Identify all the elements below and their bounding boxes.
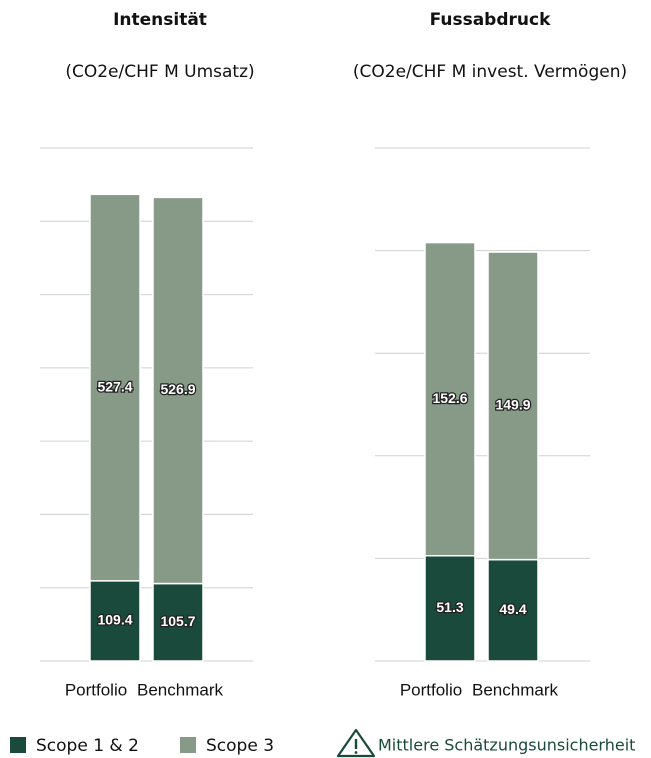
data-label: 105.7 xyxy=(160,613,195,629)
warning-icon xyxy=(336,728,376,758)
bar-segment xyxy=(89,193,141,582)
data-label: 109.4 xyxy=(97,612,132,628)
data-label: 527.4 xyxy=(97,378,132,394)
chart-subtitle: (CO2e/CHF M Umsatz) xyxy=(65,62,254,82)
chart-title: Fussabdruck xyxy=(430,10,551,30)
data-label: 49.4 xyxy=(499,601,526,617)
chart-title: Intensität xyxy=(113,10,207,30)
data-label: 149.9 xyxy=(495,397,530,413)
data-label: 526.9 xyxy=(160,381,195,397)
bar-segment xyxy=(424,554,476,662)
chart-subtitle: (CO2e/CHF M invest. Vermögen) xyxy=(353,62,627,82)
x-tick-label: Portfolio xyxy=(65,680,127,699)
bar-segment xyxy=(487,251,539,561)
bar-segment xyxy=(424,241,476,557)
legend-label: Scope 1 & 2 xyxy=(36,736,139,756)
data-label: 152.6 xyxy=(432,390,467,406)
legend-swatch xyxy=(180,737,196,753)
data-label: 51.3 xyxy=(436,599,463,615)
footnote: Mittlere Schätzungsunsicherheit xyxy=(378,736,635,755)
legend-swatch xyxy=(10,737,26,753)
legend-label: Scope 3 xyxy=(206,736,274,756)
x-tick-label: Portfolio xyxy=(400,680,462,699)
bar-segment xyxy=(152,196,204,585)
x-tick-label: Benchmark xyxy=(137,680,223,699)
x-tick-label: Benchmark xyxy=(472,680,558,699)
